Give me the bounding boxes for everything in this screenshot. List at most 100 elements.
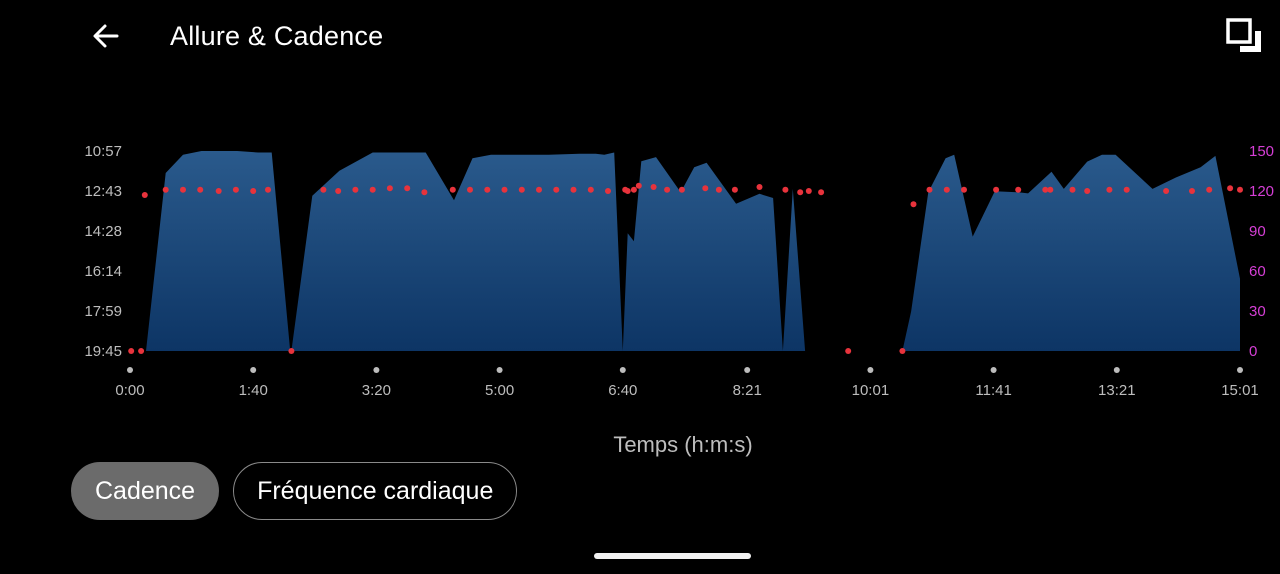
- x-tick-mark: [1237, 367, 1243, 373]
- x-tick-mark: [619, 367, 626, 373]
- cadence-point: [553, 186, 560, 193]
- cadence-point: [265, 186, 271, 193]
- time-tick-label: 11:41: [975, 382, 1011, 399]
- cadence-point: [128, 348, 135, 354]
- x-tick-mark: [250, 367, 257, 373]
- cadence-point: [404, 185, 411, 192]
- cadence-point: [993, 186, 1000, 193]
- time-tick-label: 5:00: [485, 382, 514, 399]
- cadence-point: [288, 348, 295, 354]
- cadence-point: [421, 189, 428, 196]
- arrow-left-icon: [93, 24, 119, 48]
- pace-tick-label: 14:28: [84, 223, 122, 240]
- cadence-tick-label: 90: [1249, 223, 1266, 240]
- x-tick-mark: [867, 367, 874, 373]
- cadence-point: [1047, 186, 1054, 193]
- cadence-point: [1206, 186, 1213, 193]
- pace-tick-label: 19:45: [84, 343, 122, 360]
- time-tick-label: 10:01: [852, 382, 890, 399]
- pace-tick-label: 12:43: [84, 183, 122, 200]
- cadence-point: [250, 188, 257, 194]
- cadence-tick-label: 150: [1249, 143, 1274, 160]
- cadence-point: [518, 186, 525, 193]
- cadence-point: [702, 185, 709, 192]
- cadence-point: [536, 186, 542, 193]
- cadence-point: [386, 185, 393, 192]
- cadence-point: [501, 186, 508, 193]
- cadence-chip[interactable]: Cadence: [71, 462, 220, 520]
- cadence-point: [715, 186, 722, 193]
- cadence-point: [782, 186, 789, 193]
- cadence-point: [1227, 185, 1234, 192]
- pace-cadence-chart: 10:57 12:43 14:28 16:14 17:59 19:45 150 120 90 6…: [84, 143, 1274, 457]
- page-title: Allure & Cadence: [170, 21, 384, 51]
- fullscreen-toggle-icon: [1226, 18, 1261, 52]
- pace-area: [146, 151, 1240, 351]
- time-tick-label: 3:20: [362, 382, 391, 399]
- pace-tick-label: 10:57: [84, 143, 122, 160]
- fullscreen-button[interactable]: [1222, 14, 1266, 58]
- pace-tick-label: 17:59: [84, 303, 122, 320]
- cadence-point: [1163, 188, 1170, 194]
- time-tick-label: 8:21: [733, 382, 762, 399]
- pace-tick-label: 16:14: [84, 263, 122, 280]
- cadence-point: [797, 189, 804, 196]
- cadence-point: [805, 188, 812, 194]
- time-tick-label: 13:21: [1098, 382, 1136, 399]
- x-tick-mark: [127, 367, 133, 373]
- cadence-point: [484, 186, 491, 193]
- time-tick-label: 0:00: [115, 382, 144, 399]
- cadence-point: [664, 186, 671, 193]
- time-tick-label: 15:01: [1221, 382, 1259, 399]
- cadence-point: [141, 192, 148, 198]
- x-tick-mark: [496, 367, 503, 373]
- cadence-point: [232, 186, 239, 193]
- cadence-point: [180, 186, 186, 193]
- cadence-point: [731, 186, 738, 193]
- cadence-point: [352, 186, 359, 193]
- back-button[interactable]: [84, 14, 128, 58]
- x-tick-mark: [1113, 367, 1120, 373]
- cadence-point: [818, 189, 825, 196]
- cadence-point: [215, 188, 222, 194]
- cadence-point: [650, 184, 657, 190]
- cadence-tick-label: 120: [1249, 183, 1274, 200]
- cadence-point: [1069, 186, 1076, 193]
- cadence-point: [899, 348, 906, 354]
- cadence-point: [635, 182, 642, 189]
- cadence-point: [961, 186, 967, 193]
- cadence-point: [678, 186, 685, 193]
- cadence-point: [1189, 188, 1195, 194]
- cadence-point: [605, 188, 611, 194]
- cadence-point: [570, 186, 577, 193]
- cadence-tick-label: 60: [1249, 263, 1266, 280]
- home-indicator[interactable]: [594, 553, 751, 559]
- x-tick-mark: [990, 367, 997, 373]
- cadence-point: [369, 186, 376, 193]
- cadence-point: [335, 188, 342, 194]
- cadence-point: [587, 186, 594, 193]
- x-axis-title: Temps (h:m:s): [613, 432, 752, 457]
- cadence-point: [630, 186, 637, 193]
- cadence-point: [449, 186, 456, 193]
- cadence-point: [1237, 186, 1243, 193]
- heart-rate-chip[interactable]: Fréquence cardiaque: [233, 462, 518, 520]
- cadence-point: [943, 186, 950, 193]
- cadence-point: [756, 184, 763, 190]
- cadence-point: [845, 348, 852, 354]
- cadence-point: [624, 188, 631, 194]
- x-tick-mark: [744, 367, 751, 373]
- cadence-point: [1123, 186, 1130, 193]
- cadence-tick-label: 30: [1249, 303, 1266, 320]
- cadence-point: [926, 186, 933, 193]
- x-tick-mark: [373, 367, 380, 373]
- cadence-point: [162, 186, 169, 193]
- cadence-point: [320, 186, 327, 193]
- cadence-point: [1042, 186, 1049, 193]
- cadence-point: [1084, 188, 1091, 194]
- cadence-point: [197, 186, 204, 193]
- cadence-point: [467, 186, 473, 193]
- cadence-point: [910, 201, 917, 208]
- cadence-point: [1106, 186, 1113, 193]
